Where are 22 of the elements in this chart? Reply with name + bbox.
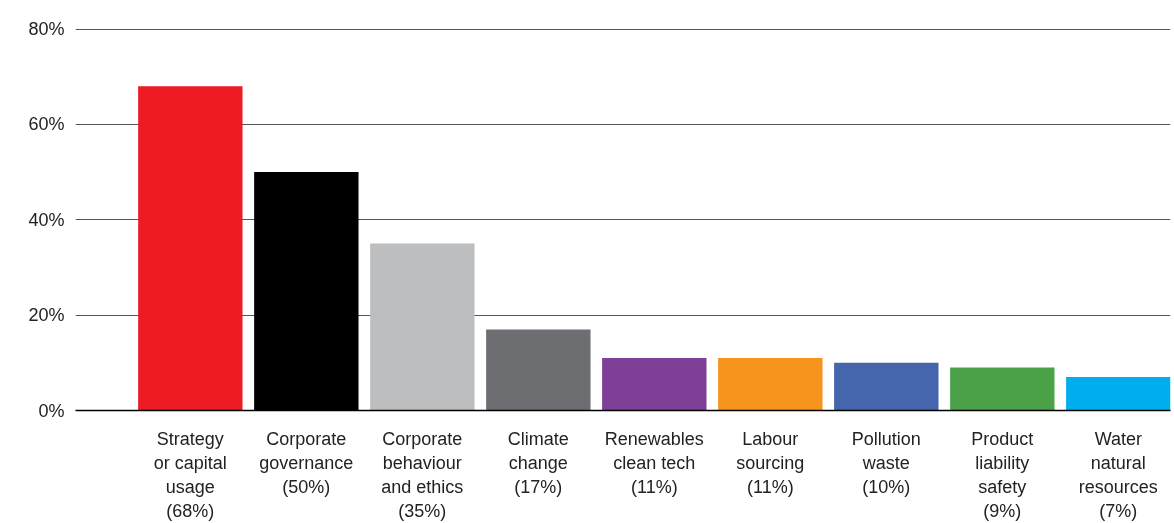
bar <box>950 367 1055 411</box>
bar <box>834 362 939 411</box>
bar <box>138 86 243 411</box>
y-tick-label: 40% <box>28 209 65 230</box>
bar <box>370 243 475 411</box>
x-tick-label: Pollution waste (10%) <box>851 428 921 497</box>
y-tick-label: 0% <box>38 400 65 421</box>
bar <box>1066 377 1171 411</box>
x-tick-label: Labour sourcing (11%) <box>736 428 805 497</box>
x-tick-label: Renewables clean tech (11%) <box>604 428 704 497</box>
bar <box>486 329 591 411</box>
x-tick-label: Water natural resources (7%) <box>1078 428 1158 521</box>
bar <box>602 358 707 411</box>
y-tick-label: 80% <box>28 19 65 40</box>
bar <box>718 358 823 411</box>
y-tick-label: 60% <box>28 114 65 135</box>
x-tick-label: Corporate governance (50%) <box>259 428 354 497</box>
y-tick-label: 20% <box>28 305 65 326</box>
x-tick-label: Climate change (17%) <box>507 428 569 497</box>
x-tick-label: Strategy or capital usage (68%) <box>153 428 227 521</box>
x-tick-label: Product liability safety (9%) <box>971 428 1034 521</box>
x-tick-label: Corporate behaviour and ethics (35%) <box>381 428 464 521</box>
